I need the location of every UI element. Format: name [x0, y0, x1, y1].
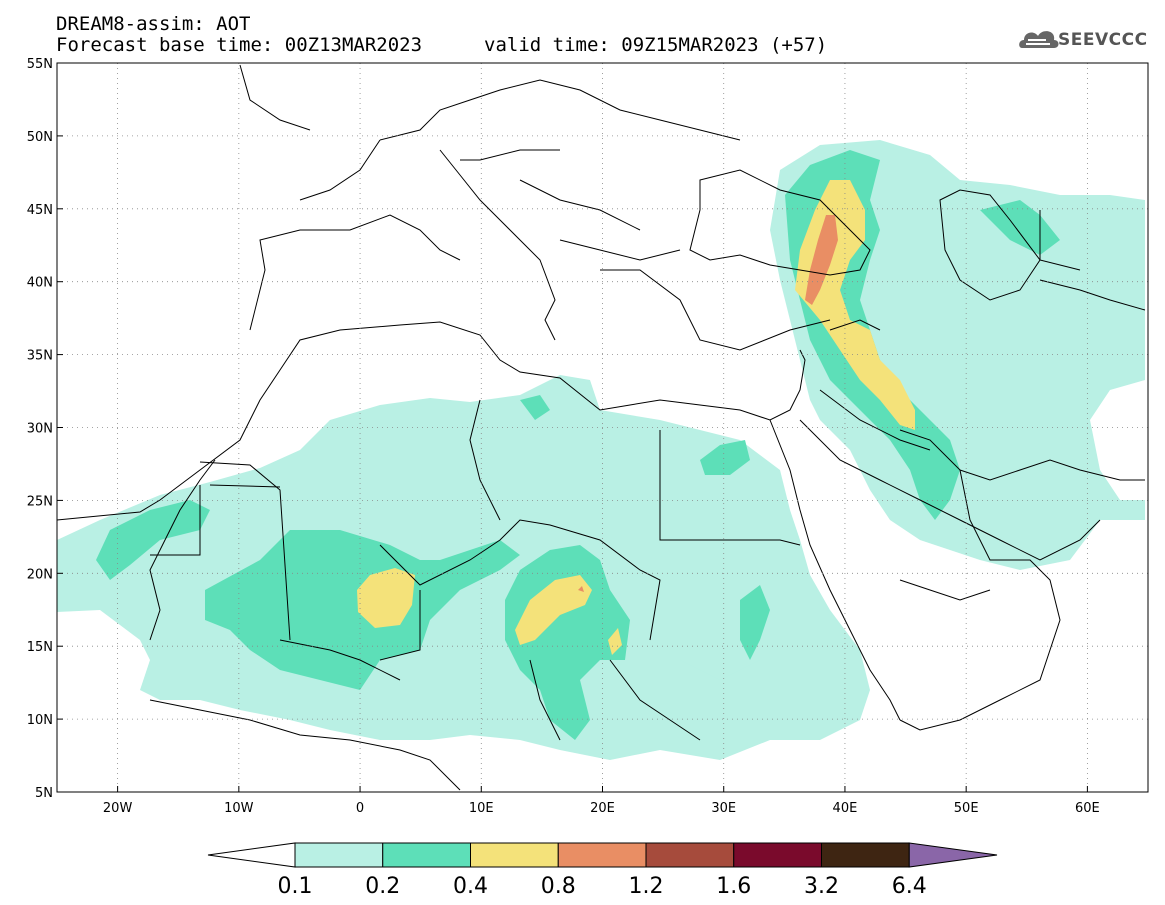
- lon-tick-label: 0: [356, 801, 364, 816]
- borders: [150, 149, 1081, 741]
- title-line-1: DREAM8-assim: AOT: [56, 13, 251, 35]
- aot-level-0.8: [578, 215, 838, 592]
- lon-ticks: 20W 10W 0 10E 20E 30E 40E 50E 60E: [103, 786, 1100, 816]
- grid-lines: [57, 63, 1148, 792]
- colorbar-swatch: [821, 842, 910, 868]
- lon-tick-label: 50E: [954, 801, 979, 816]
- lat-ticks: 5N 10N 15N 20N 25N 30N 35N 40N 45N 50N 55N: [27, 57, 63, 801]
- lat-tick-label: 55N: [27, 57, 53, 72]
- lon-tick-label: 30E: [711, 801, 736, 816]
- colorbar-swatch: [557, 842, 647, 868]
- lat-tick-label: 40N: [27, 276, 53, 291]
- colorbar: 0.1 0.2 0.4 0.8 1.2 1.6 3.2 6.4: [207, 842, 998, 899]
- title-line-3: valid time: 09Z15MAR2023 (+57): [484, 34, 828, 56]
- lat-tick-label: 10N: [27, 713, 53, 728]
- colorbar-swatch: [470, 842, 559, 868]
- colorbar-label: 6.4: [892, 874, 927, 899]
- coastlines: [57, 64, 1146, 791]
- lon-tick-label: 20W: [103, 801, 133, 816]
- lon-tick-label: 10W: [224, 801, 254, 816]
- logo-text: SEEVCCC: [1058, 30, 1148, 50]
- lat-tick-label: 50N: [27, 130, 53, 145]
- lat-tick-label: 15N: [27, 640, 53, 655]
- colorbar-label: 0.8: [541, 874, 576, 899]
- colorbar-label: 3.2: [804, 874, 839, 899]
- colorbar-over-arrow: [908, 842, 998, 868]
- colorbar-label: 0.4: [453, 874, 488, 899]
- aot-fields: [57, 140, 1145, 760]
- title-line-2: Forecast base time: 00Z13MAR2023: [56, 34, 423, 56]
- lat-tick-label: 35N: [27, 349, 53, 364]
- aot-level-0.1: [57, 140, 1145, 760]
- lat-tick-label: 20N: [27, 567, 53, 582]
- colorbar-swatch: [294, 842, 384, 868]
- lon-tick-label: 60E: [1075, 801, 1100, 816]
- lat-tick-label: 5N: [35, 786, 53, 801]
- cloud-icon: [1019, 31, 1059, 48]
- colorbar-label: 0.1: [278, 874, 313, 899]
- colorbar-under-arrow: [207, 842, 296, 868]
- colorbar-swatch: [382, 842, 471, 868]
- colorbar-swatch: [645, 842, 735, 868]
- lon-tick-label: 20E: [590, 801, 615, 816]
- colorbar-label: 1.2: [629, 874, 664, 899]
- lat-tick-label: 30N: [27, 422, 53, 437]
- lat-tick-label: 25N: [27, 494, 53, 509]
- lon-tick-label: 40E: [833, 801, 858, 816]
- colorbar-label: 1.6: [716, 874, 751, 899]
- colorbar-swatch: [733, 842, 822, 868]
- colorbar-label: 0.2: [365, 874, 400, 899]
- lat-tick-label: 45N: [27, 203, 53, 218]
- lon-tick-label: 10E: [469, 801, 494, 816]
